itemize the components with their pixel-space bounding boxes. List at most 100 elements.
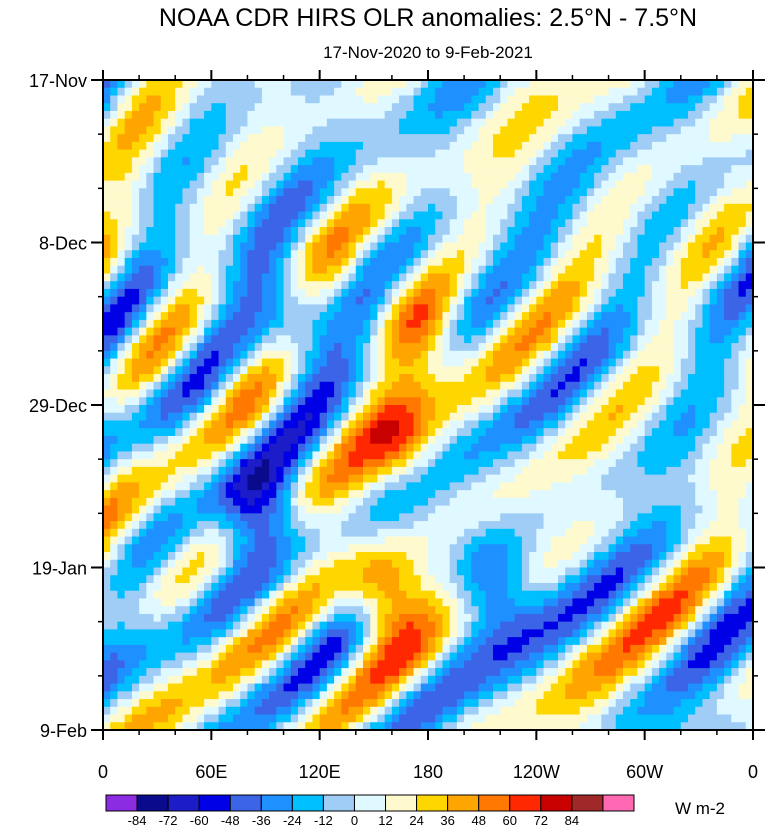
heat-cell	[298, 319, 306, 329]
heat-cell	[586, 412, 595, 422]
heat-cell	[724, 87, 732, 97]
heat-cell	[536, 157, 545, 166]
heat-cell	[442, 312, 451, 321]
heat-cell	[247, 281, 256, 290]
heat-cell	[536, 443, 545, 453]
heat-cell	[543, 296, 552, 306]
heat-cell	[110, 397, 119, 406]
heat-cell	[550, 335, 559, 344]
heat-cell	[724, 149, 732, 158]
heat-cell	[175, 288, 184, 298]
heat-cell	[507, 443, 516, 453]
heat-cell	[298, 505, 306, 514]
heat-cell	[688, 304, 696, 313]
heat-cell	[716, 350, 725, 360]
heat-cell	[673, 459, 682, 468]
heat-cell	[745, 219, 754, 228]
heat-cell	[630, 273, 639, 282]
heat-cell	[745, 312, 754, 321]
heat-cell	[196, 157, 205, 166]
heat-cell	[565, 110, 574, 120]
heat-cell	[442, 443, 451, 453]
heat-cell	[435, 118, 444, 128]
heat-cell	[695, 412, 704, 422]
heat-cell	[521, 381, 530, 391]
heat-cell	[572, 296, 581, 306]
heat-cell	[413, 482, 422, 491]
heat-cell	[500, 374, 509, 383]
heat-cell	[146, 358, 155, 367]
heat-cell	[724, 451, 732, 460]
heat-cell	[435, 335, 444, 344]
heat-cell	[731, 435, 740, 445]
heat-cell	[124, 288, 133, 298]
heat-cell	[254, 149, 263, 158]
heat-cell	[471, 172, 480, 182]
heat-cell	[363, 188, 371, 197]
heat-cell	[680, 172, 689, 182]
heat-cell	[435, 250, 444, 259]
heat-cell	[160, 180, 169, 189]
heat-cell	[659, 482, 667, 491]
heat-cell	[377, 435, 386, 445]
heat-cell	[182, 428, 191, 437]
heat-cell	[247, 505, 256, 514]
heat-cell	[507, 172, 516, 182]
heat-cell	[435, 87, 444, 97]
heat-cell	[702, 157, 711, 166]
heat-cell	[615, 250, 624, 259]
heat-cell	[290, 234, 299, 244]
heat-cell	[334, 335, 342, 344]
heat-cell	[117, 288, 126, 298]
heat-cell	[160, 482, 169, 491]
heat-cell	[312, 172, 321, 182]
heat-cell	[464, 273, 472, 282]
heat-cell	[666, 288, 675, 298]
heat-cell	[146, 389, 155, 398]
heat-cell	[189, 412, 198, 422]
heat-cell	[594, 141, 602, 151]
heat-cell	[406, 118, 415, 128]
heat-cell	[558, 428, 566, 437]
heat-cell	[326, 281, 335, 290]
heat-cell	[651, 250, 660, 259]
heat-cell	[572, 110, 581, 120]
heat-cell	[680, 203, 689, 213]
heat-cell	[117, 134, 126, 143]
heat-cell	[298, 134, 306, 143]
heat-cell	[673, 134, 682, 143]
heat-cell	[716, 149, 725, 158]
heat-cell	[709, 234, 718, 244]
heat-cell	[276, 203, 285, 213]
heat-cell	[110, 196, 119, 205]
heat-cell	[507, 288, 516, 298]
heat-cell	[413, 141, 422, 151]
heat-cell	[471, 405, 480, 414]
heat-cell	[153, 435, 162, 445]
heat-cell	[196, 397, 205, 406]
heat-cell	[514, 281, 523, 290]
heat-cell	[709, 474, 718, 483]
heat-cell	[247, 134, 256, 143]
heat-cell	[688, 428, 696, 437]
heat-cell	[543, 149, 552, 158]
heat-cell	[716, 95, 725, 104]
heat-cell	[269, 281, 277, 290]
heat-cell	[319, 281, 328, 290]
heat-cell	[139, 343, 147, 352]
heat-cell	[716, 343, 725, 352]
heat-cell	[391, 389, 400, 398]
heat-cell	[269, 466, 277, 476]
heat-cell	[348, 420, 357, 429]
heat-cell	[688, 188, 696, 197]
heat-cell	[146, 250, 155, 259]
heat-cell	[103, 87, 111, 97]
heat-cell	[478, 273, 487, 282]
heat-cell	[196, 366, 205, 375]
heat-cell	[659, 149, 667, 158]
heat-cell	[334, 412, 342, 422]
heat-cell	[334, 227, 342, 236]
heat-cell	[168, 412, 176, 422]
heat-cell	[290, 180, 299, 189]
heat-cell	[348, 466, 357, 476]
